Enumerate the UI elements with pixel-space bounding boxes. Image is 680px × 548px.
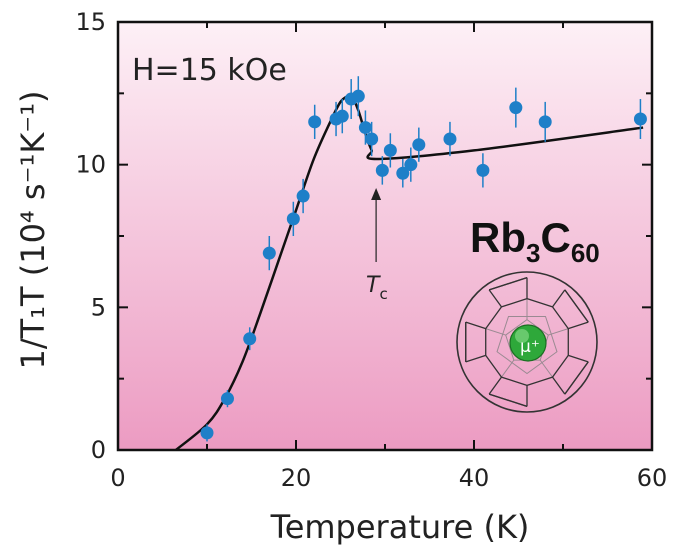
cage-edge (526, 376, 553, 387)
cage-face (496, 316, 558, 375)
cage-edge (564, 361, 589, 395)
data-point (633, 112, 647, 126)
fullerene-cage-illustration: μ⁺ (456, 271, 598, 413)
data-point (200, 426, 214, 440)
y-tick-label: 0 (91, 436, 106, 464)
cage-edge (564, 289, 589, 323)
y-tick-label: 5 (91, 293, 106, 321)
data-point (509, 101, 523, 115)
tick-labels: 0 20 40 60 0 5 10 15 (75, 8, 667, 492)
data-point (296, 189, 310, 203)
cage-edge (465, 354, 486, 363)
x-tick-label: 20 (281, 464, 312, 492)
data-point (365, 132, 379, 146)
data-points (200, 89, 647, 440)
x-tick-label: 0 (110, 464, 125, 492)
cage-edge (488, 289, 503, 308)
y-tick-label: 15 (75, 8, 106, 36)
fit-line (175, 93, 644, 451)
muon-label: μ⁺ (520, 337, 540, 357)
cage-edge (551, 289, 566, 308)
cage-edge (485, 306, 503, 329)
field-annotation: H=15 kOe (132, 53, 287, 88)
cage-edge (488, 393, 528, 408)
fit-curve (175, 93, 644, 451)
data-point (396, 166, 410, 180)
data-point (335, 109, 349, 123)
x-tick-label: 60 (637, 464, 668, 492)
tc-marker: Tc (366, 188, 388, 303)
x-tick-label: 40 (459, 464, 490, 492)
cage-edge (568, 321, 589, 330)
cage-edge (568, 354, 589, 363)
cage-edge (465, 321, 486, 330)
tc-arrowhead (371, 188, 382, 200)
data-point (443, 132, 457, 146)
data-point (383, 143, 397, 157)
data-point (404, 158, 418, 172)
data-point (308, 115, 322, 129)
cage-edge (551, 376, 566, 395)
data-point (358, 121, 372, 135)
data-point (220, 392, 234, 406)
data-point (476, 163, 490, 177)
cage-edge (501, 297, 528, 308)
cage-edge (488, 376, 503, 395)
plot-background (118, 22, 652, 450)
data-point (351, 89, 365, 103)
tc-label: Tc (366, 273, 388, 303)
cage-edge (485, 355, 503, 378)
cage-edge (551, 306, 569, 329)
data-point (375, 163, 389, 177)
data-point (286, 212, 300, 226)
y-tick-label: 10 (75, 151, 106, 179)
y-axis-title: 1/T₁T (10⁴ s⁻¹K⁻¹) (14, 90, 52, 369)
x-axis-title: Temperature (K) (270, 508, 530, 546)
compound-label: Rb3C60 (470, 214, 600, 268)
cage-edge (526, 297, 553, 308)
cage-edge (501, 376, 528, 387)
axis-ticks (117, 21, 653, 451)
data-point (262, 246, 276, 260)
data-point (243, 332, 257, 346)
cage-edge (551, 355, 569, 378)
data-point (538, 115, 552, 129)
data-point (412, 138, 426, 152)
cage-edge (488, 276, 528, 291)
